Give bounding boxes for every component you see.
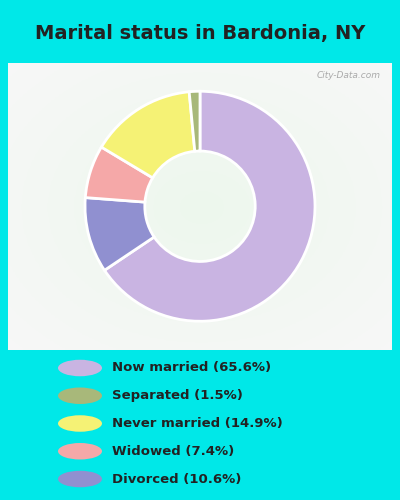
Circle shape: [58, 388, 102, 404]
Wedge shape: [101, 92, 195, 178]
Circle shape: [58, 415, 102, 432]
Wedge shape: [85, 147, 153, 202]
Wedge shape: [189, 91, 200, 152]
Circle shape: [58, 360, 102, 376]
Wedge shape: [85, 198, 154, 270]
Text: Never married (14.9%): Never married (14.9%): [112, 417, 283, 430]
Text: Divorced (10.6%): Divorced (10.6%): [112, 472, 241, 486]
Wedge shape: [104, 91, 315, 321]
Text: Widowed (7.4%): Widowed (7.4%): [112, 445, 234, 458]
Circle shape: [58, 443, 102, 460]
Circle shape: [58, 471, 102, 487]
Text: Marital status in Bardonia, NY: Marital status in Bardonia, NY: [35, 24, 365, 43]
Text: Separated (1.5%): Separated (1.5%): [112, 389, 243, 402]
Text: City-Data.com: City-Data.com: [316, 71, 380, 80]
Text: Now married (65.6%): Now married (65.6%): [112, 362, 271, 374]
